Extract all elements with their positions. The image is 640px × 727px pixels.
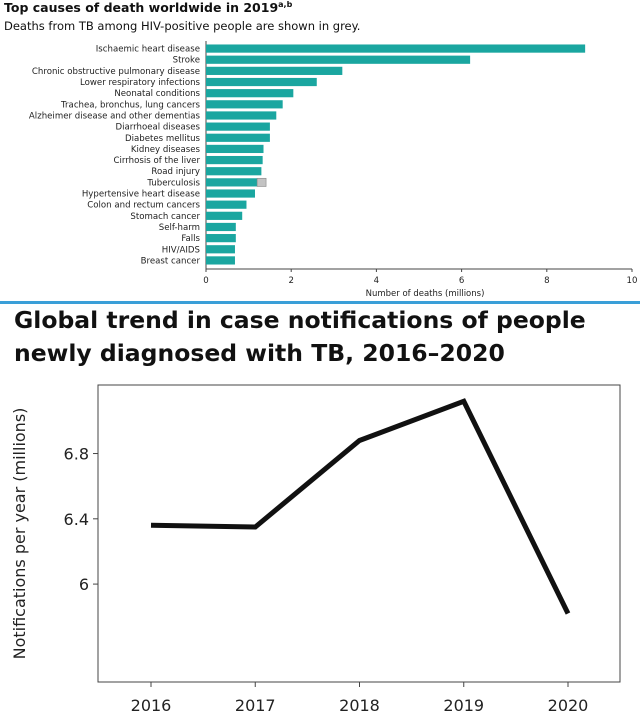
bar-chart-category-label: Chronic obstructive pulmonary disease — [32, 67, 200, 77]
bar-chart-bar-hiv-tb — [256, 177, 267, 187]
bar-chart-subtitle: Deaths from TB among HIV-positive people… — [4, 19, 361, 33]
line-chart-y-axis-label: Notifications per year (millions) — [10, 408, 29, 660]
bar-chart-title-text: Top causes of death worldwide in 2019 — [4, 0, 279, 15]
bar-chart-category-label: Ischaemic heart disease — [96, 45, 200, 55]
bar-chart-category-label: Tuberculosis — [146, 178, 200, 188]
bar-chart-x-tick-label: 4 — [374, 276, 379, 286]
line-chart-x-tick-label: 2017 — [235, 696, 276, 715]
bar-chart-x-tick-label: 8 — [544, 276, 549, 286]
bar-chart-category-label: Kidney diseases — [131, 145, 201, 155]
bar-chart-bar — [206, 55, 471, 64]
line-chart-title: Global trend in case notifications of pe… — [14, 306, 586, 367]
bar-chart-category-label: Diarrhoeal diseases — [115, 123, 200, 133]
line-chart-x-tick-label: 2018 — [339, 696, 380, 715]
bar-chart-bar — [206, 44, 586, 53]
bar-chart-bar — [206, 89, 294, 98]
bar-chart-category-label: Trachea, bronchus, lung cancers — [60, 100, 200, 110]
bar-chart-bar — [206, 66, 343, 75]
bar-chart-title-footnote: a,b — [278, 0, 293, 9]
bar-chart-category-label: Alzheimer disease and other dementias — [29, 111, 201, 121]
bar-chart-bar — [206, 111, 277, 120]
bar-chart-title: Top causes of death worldwide in 2019a,b — [4, 0, 292, 15]
bar-chart-frame — [205, 41, 632, 270]
bar-chart-category-label: Stroke — [173, 56, 200, 66]
bar-chart-category-label: Self-harm — [159, 223, 200, 233]
bar-chart-bar — [206, 155, 263, 165]
bar-chart-x-tick-label: 2 — [288, 276, 293, 286]
bar-chart-bar — [206, 167, 262, 176]
bar-chart-bars — [206, 44, 586, 265]
bar-chart-category-label: Neonatal conditions — [114, 89, 200, 99]
bar-chart-bar — [206, 222, 236, 232]
bar-chart-bar — [206, 245, 235, 254]
bar-chart-category-label: Breast cancer — [141, 256, 201, 266]
bar-chart-category-label: Cirrhosis of the liver — [114, 156, 201, 166]
bar-chart-bar — [206, 144, 264, 154]
bar-chart-category-label: Lower respiratory infections — [80, 78, 201, 88]
bar-chart-x-ticks: 0 2 4 6 8 10 — [203, 269, 637, 286]
bar-chart-category-label: Hypertensive heart disease — [82, 190, 200, 200]
bar-chart-bar — [206, 77, 317, 87]
bar-chart-bar — [206, 178, 258, 187]
line-chart-y-tick-label: 6 — [79, 575, 89, 594]
line-chart-x-tick-label: 2020 — [548, 696, 589, 715]
line-chart: 6 6.4 6.8 2016 2017 2018 2019 2020 Notificatio… — [10, 384, 621, 715]
bar-chart-category-label: Falls — [181, 234, 200, 244]
bar-chart-category-label: Colon and rectum cancers — [87, 201, 200, 211]
bar-chart-bar — [206, 234, 236, 243]
line-chart-x-tick-label: 2016 — [131, 696, 172, 715]
bar-chart-bar — [206, 189, 255, 198]
bar-chart-bar — [206, 122, 270, 131]
line-chart-series-line — [150, 398, 571, 615]
bar-chart-category-label: HIV/AIDS — [162, 245, 200, 255]
bar-chart-category-label: Road injury — [151, 167, 200, 177]
bar-chart-x-tick-label: 0 — [203, 276, 208, 286]
section-divider — [0, 301, 640, 304]
bar-chart-bar — [206, 256, 235, 265]
bar-chart-category-label: Stomach cancer — [130, 212, 200, 222]
line-chart-frame — [97, 384, 621, 683]
bar-chart-bar — [206, 200, 247, 209]
bar-chart-x-axis-label: Number of deaths (millions) — [366, 289, 485, 299]
bar-chart-bar — [206, 211, 243, 220]
line-chart-x-ticks: 2016 2017 2018 2019 2020 — [131, 682, 589, 715]
bar-chart-bar — [206, 100, 283, 109]
line-chart-plot-frame — [97, 384, 621, 683]
line-chart-y-tick-label: 6.8 — [64, 445, 89, 464]
line-chart-y-tick-label: 6.4 — [64, 510, 89, 529]
bar-chart-category-label: Diabetes mellitus — [125, 134, 201, 144]
line-chart-series — [150, 398, 571, 615]
line-chart-y-ticks: 6 6.4 6.8 — [64, 445, 98, 594]
bar-chart-x-tick-label: 10 — [627, 276, 638, 286]
bar-chart-bar — [206, 133, 270, 142]
bar-chart-x-tick-label: 6 — [459, 276, 464, 286]
line-chart-x-tick-label: 2019 — [443, 696, 484, 715]
